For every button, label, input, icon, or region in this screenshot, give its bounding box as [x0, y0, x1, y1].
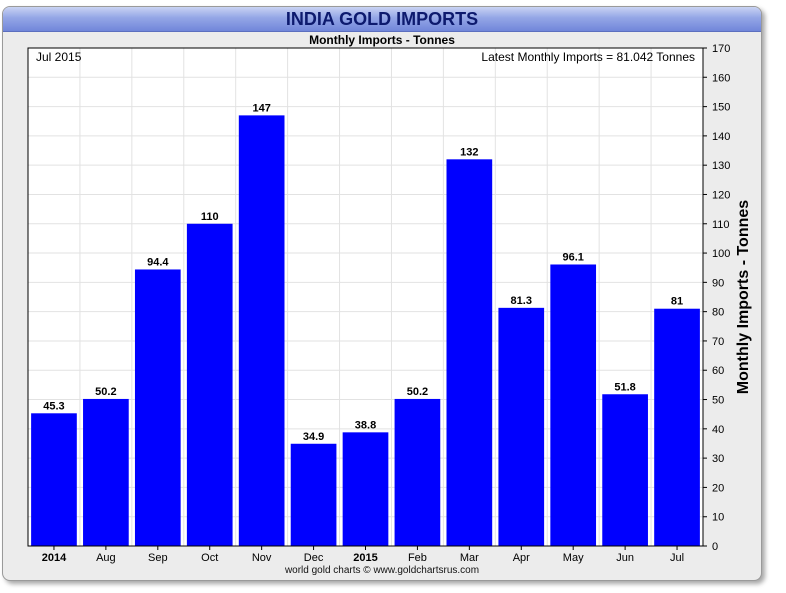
bar — [238, 115, 285, 547]
latest-imports-label: Latest Monthly Imports = 81.042 Tonnes — [481, 50, 695, 64]
chart-subtitle: Monthly Imports - Tonnes — [309, 33, 455, 47]
bar — [134, 269, 181, 546]
y-tick-label: 70 — [712, 336, 724, 348]
bar — [342, 432, 389, 546]
data-label: 132 — [460, 146, 478, 158]
bar — [602, 394, 648, 546]
bar — [290, 443, 337, 546]
bar — [446, 159, 493, 547]
data-label: 147 — [252, 102, 270, 114]
bar — [394, 398, 441, 546]
bar — [550, 264, 597, 546]
y-tick-label: 140 — [712, 131, 730, 143]
y-tick-label: 110 — [712, 219, 730, 231]
y-axis-ticks: 0 10 20 30 40 50 60 70 80 90 100 110 120 130 140 150 160… — [703, 43, 730, 553]
bar — [83, 398, 129, 546]
data-label: 94.4 — [147, 256, 169, 268]
x-tick-label: Jul — [670, 552, 684, 564]
y-tick-label: 150 — [712, 102, 730, 114]
data-label: 34.9 — [303, 431, 324, 443]
data-label: 51.8 — [614, 381, 635, 393]
bar — [31, 413, 77, 546]
x-tick-label: Oct — [201, 552, 218, 564]
x-tick-label: Feb — [408, 552, 427, 564]
x-tick-label: Jun — [616, 552, 634, 564]
y-tick-label: 30 — [712, 453, 724, 465]
chart-frame: INDIA GOLD IMPORTS Monthly Imports - Ton… — [2, 6, 762, 581]
x-tick-label: Mar — [460, 552, 479, 564]
bars — [31, 115, 700, 547]
data-label: 45.3 — [43, 400, 64, 412]
y-tick-label: 160 — [712, 72, 730, 84]
x-tick-label: Nov — [252, 552, 272, 564]
x-tick-label: 2014 — [42, 552, 67, 564]
y-tick-label: 90 — [712, 277, 724, 289]
x-axis-ticks: 2014 Aug Sep Oct Nov Dec 2015 Feb Mar Apr May Jun Ju… — [42, 546, 684, 564]
data-label: 81.3 — [511, 295, 532, 307]
data-label: 38.8 — [355, 419, 376, 431]
bar — [654, 308, 700, 546]
bar — [186, 223, 233, 546]
y-tick-label: 20 — [712, 482, 724, 494]
x-tick-label: Sep — [148, 552, 168, 564]
y-tick-label: 10 — [712, 512, 724, 524]
bar — [498, 307, 545, 546]
y-tick-label: 60 — [712, 365, 724, 377]
data-label: 50.2 — [407, 386, 428, 398]
data-label: 50.2 — [95, 386, 116, 398]
date-label: Jul 2015 — [36, 50, 82, 64]
y-tick-label: 80 — [712, 307, 724, 319]
bar-chart: 45.3 50.2 94.4 110 147 34.9 38.8 50.2 132 81.3 96.… — [27, 43, 752, 564]
chart-title: INDIA GOLD IMPORTS — [3, 7, 761, 32]
x-tick-label: Aug — [96, 552, 116, 564]
x-tick-label: May — [563, 552, 584, 564]
y-tick-label: 120 — [712, 189, 730, 201]
y-axis-label: Monthly Imports - Tonnes — [735, 200, 752, 394]
data-label: 96.1 — [562, 251, 583, 263]
x-tick-label: Apr — [513, 552, 530, 564]
data-label: 81 — [671, 296, 683, 308]
y-tick-label: 40 — [712, 424, 724, 436]
plot-border — [27, 47, 704, 547]
y-tick-label: 130 — [712, 160, 730, 172]
y-tick-label: 0 — [712, 541, 718, 553]
x-tick-label: 2015 — [353, 552, 377, 564]
y-tick-label: 50 — [712, 395, 724, 407]
y-tick-label: 170 — [712, 43, 730, 55]
data-label: 110 — [201, 211, 219, 223]
footer-credit: world gold charts © www.goldchartsrus.co… — [284, 565, 480, 576]
y-tick-label: 100 — [712, 248, 730, 260]
x-tick-label: Dec — [304, 552, 324, 564]
data-labels: 45.3 50.2 94.4 110 147 34.9 38.8 50.2 132 81.3 96.… — [43, 102, 683, 442]
